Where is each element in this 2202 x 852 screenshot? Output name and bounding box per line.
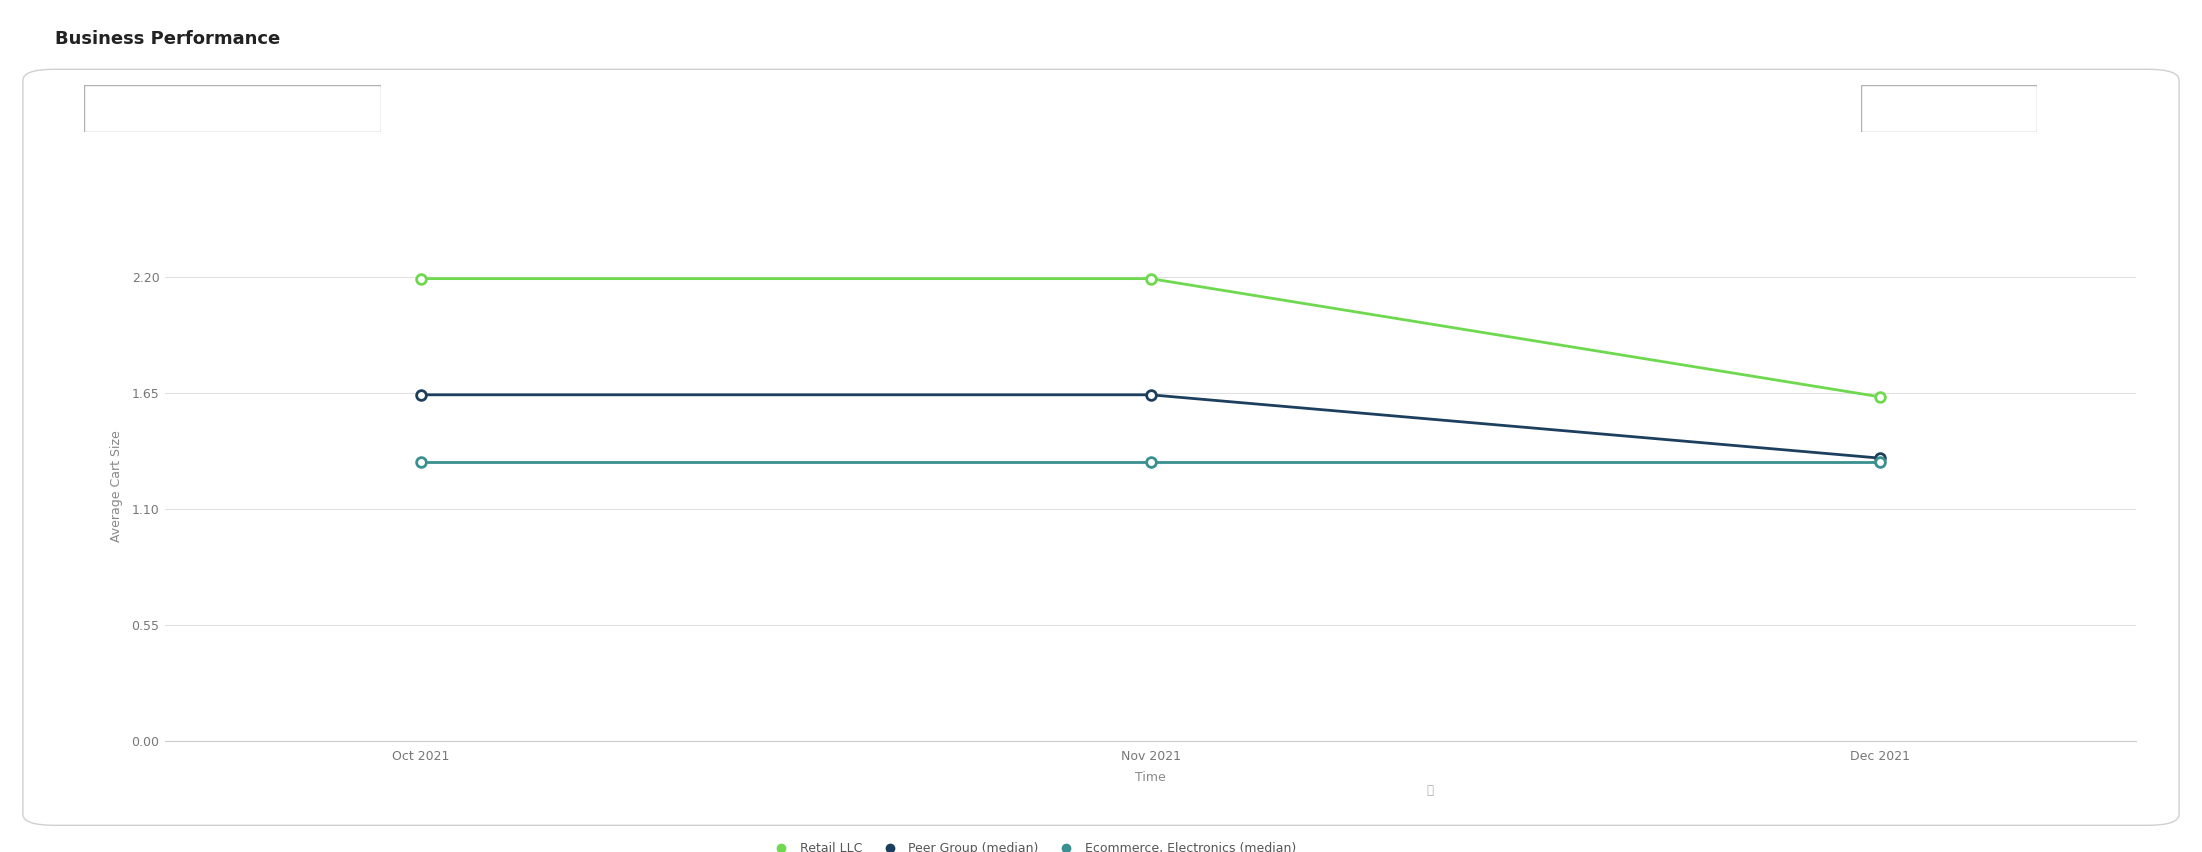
FancyBboxPatch shape (1861, 85, 2037, 132)
Y-axis label: Average Cart Size: Average Cart Size (110, 429, 123, 542)
Text: Business Performance: Business Performance (55, 30, 280, 48)
Text: ⓘ: ⓘ (1427, 784, 1434, 797)
Text: Monthly: Monthly (1878, 102, 1929, 115)
Legend: Retail LLC, Peer Group (median), Ecommerce, Electronics (median): Retail LLC, Peer Group (median), Ecommer… (764, 838, 1301, 852)
X-axis label: Time: Time (1136, 771, 1165, 784)
FancyBboxPatch shape (84, 85, 381, 132)
Text: Average Cart Size: Average Cart Size (103, 102, 216, 115)
FancyBboxPatch shape (22, 69, 2180, 826)
Text: ▾: ▾ (355, 102, 361, 115)
Text: ▾: ▾ (2019, 102, 2024, 115)
